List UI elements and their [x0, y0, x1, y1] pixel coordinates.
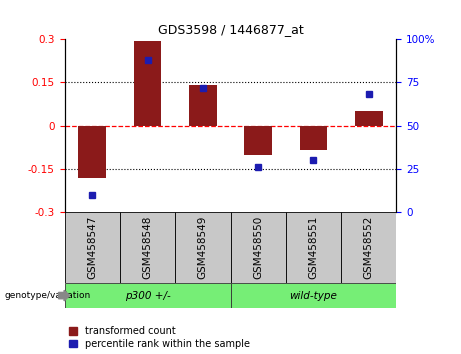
Text: p300 +/-: p300 +/- — [124, 291, 171, 301]
Bar — [286, 212, 341, 283]
Bar — [134, 41, 161, 126]
Bar — [65, 283, 230, 308]
Text: GSM458552: GSM458552 — [364, 216, 374, 280]
Bar — [341, 212, 396, 283]
Title: GDS3598 / 1446877_at: GDS3598 / 1446877_at — [158, 23, 303, 36]
Text: GSM458551: GSM458551 — [308, 216, 319, 280]
Bar — [65, 212, 120, 283]
Bar — [230, 212, 286, 283]
Legend: transformed count, percentile rank within the sample: transformed count, percentile rank withi… — [70, 326, 250, 349]
Text: GSM458549: GSM458549 — [198, 216, 208, 280]
Text: GSM458548: GSM458548 — [142, 216, 153, 280]
Bar — [120, 212, 175, 283]
Bar — [244, 126, 272, 155]
Text: GSM458550: GSM458550 — [253, 216, 263, 279]
Text: GSM458547: GSM458547 — [87, 216, 97, 280]
Bar — [175, 212, 230, 283]
Bar — [355, 111, 383, 126]
Bar — [189, 85, 217, 126]
Bar — [230, 283, 396, 308]
Bar — [78, 126, 106, 178]
Text: wild-type: wild-type — [290, 291, 337, 301]
Bar — [300, 126, 327, 150]
Text: genotype/variation: genotype/variation — [5, 291, 91, 300]
